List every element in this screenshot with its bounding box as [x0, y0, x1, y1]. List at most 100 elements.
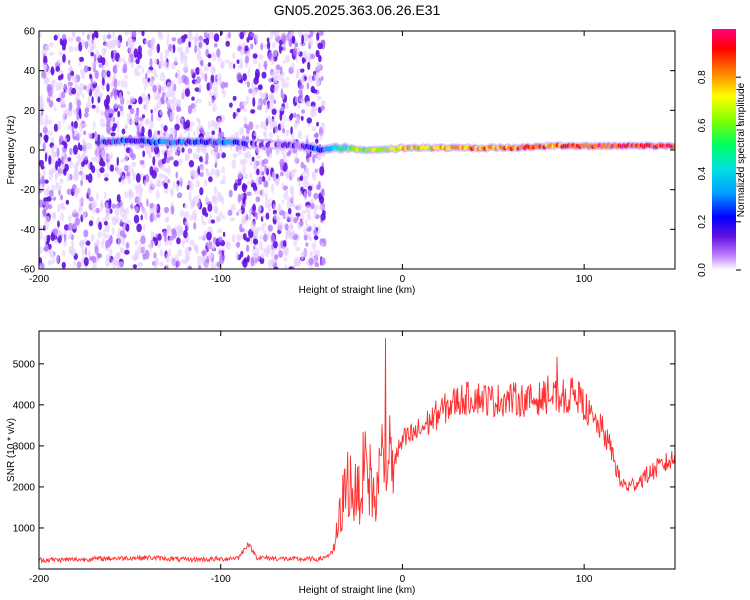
- spectrogram-noise-blob: [244, 45, 249, 52]
- spectrogram-noise-blob: [83, 238, 88, 243]
- spectrogram-noise-blob: [143, 244, 146, 253]
- spectrogram-noise-blob: [203, 179, 208, 187]
- spectrogram-noise-blob: [128, 190, 133, 200]
- spectrogram-noise-blob: [313, 74, 317, 82]
- spectrogram-noise-blob: [174, 151, 180, 156]
- spectrogram-noise-blob: [200, 165, 205, 172]
- spectrogram-noise-blob: [39, 199, 44, 208]
- spectrogram-noise-blob: [61, 91, 66, 99]
- spectrogram-noise-blob: [313, 248, 316, 255]
- spectrogram-noise-blob: [134, 115, 138, 124]
- spectrogram-noise-blob: [320, 188, 325, 196]
- spectrogram-noise-blob: [317, 225, 321, 234]
- spectrogram-noise-blob: [306, 82, 310, 90]
- spectrogram-noise-blob: [305, 242, 309, 247]
- spectrogram-noise-blob: [300, 161, 305, 169]
- spectrogram-noise-blob: [104, 223, 110, 233]
- colorbar-tick-label: 0.0: [697, 263, 708, 277]
- spectrogram-noise-blob: [246, 81, 250, 88]
- spectrogram-noise-blob: [305, 219, 308, 226]
- spectrogram-noise-blob: [227, 32, 231, 39]
- spectrogram-noise-blob: [56, 182, 59, 187]
- spectrogram-noise-blob: [273, 85, 277, 94]
- spectrogram-noise-blob: [212, 236, 217, 244]
- spectrogram-noise-blob: [129, 107, 135, 115]
- spectrogram-noise-blob: [156, 100, 162, 109]
- figure-title: GN05.2025.363.06.26.E31: [274, 2, 441, 18]
- spectrogram-noise-blob: [103, 48, 107, 53]
- spectrogram-noise-blob: [85, 240, 91, 246]
- snr-ytick-label: 3000: [13, 441, 36, 452]
- spectrogram-noise-blob: [105, 153, 110, 163]
- spectrogram-noise-blob: [52, 211, 57, 221]
- spectrogram-noise-blob: [242, 258, 248, 268]
- spectrogram-noise-blob: [95, 143, 98, 150]
- spectrogram-noise-blob: [266, 37, 270, 43]
- spectrogram-noise-blob: [48, 171, 53, 181]
- spectrogram-noise-blob: [91, 156, 97, 162]
- spectrogram-noise-blob: [254, 212, 258, 217]
- spectrogram-noise-blob: [316, 61, 321, 71]
- spectrogram-noise-blob: [185, 252, 191, 262]
- spectrogram-noise-blob: [242, 197, 246, 205]
- colorbar: 0.0 0.2 0.4 0.6 0.8 Normalized spectral ampl…: [697, 29, 747, 277]
- spectrogram-noise-blob: [301, 34, 304, 45]
- spectrogram-noise-blob: [270, 234, 276, 244]
- spectrogram-noise-blob: [205, 241, 209, 246]
- spectrogram-noise-blob: [101, 161, 106, 167]
- spectrogram-noise-blob: [305, 101, 310, 107]
- spectrogram-noise-blob: [201, 214, 204, 224]
- spectrogram-noise-blob: [82, 93, 85, 99]
- spectrogram-noise-blob: [216, 48, 221, 58]
- spectrogram-noise-blob: [196, 98, 202, 104]
- spectrogram-noise-blob: [70, 248, 76, 257]
- spectrogram-noise-blob: [212, 103, 217, 113]
- spectrogram-noise-blob: [147, 48, 153, 58]
- spectrogram-noise-blob: [192, 130, 196, 137]
- spectrogram-noise-blob: [98, 221, 102, 231]
- spectrogram-noise-blob: [306, 75, 312, 81]
- spectrogram-noise-blob: [39, 172, 42, 181]
- spectrogram-noise-blob: [271, 71, 276, 79]
- spectrogram-noise-blob: [236, 209, 243, 214]
- spectrogram-ytick-label: -60: [21, 265, 36, 276]
- spectrogram-noise-blob: [317, 42, 324, 50]
- spectrogram-noise-blob: [130, 204, 134, 209]
- spectrogram-noise-blob: [214, 170, 220, 179]
- spectrogram-noise-blob: [39, 232, 43, 240]
- spectrogram-noise-blob: [114, 102, 118, 109]
- spectrogram-noise-blob: [310, 152, 314, 157]
- spectrogram-noise-blob: [56, 59, 60, 66]
- spectrogram-noise-blob: [87, 132, 93, 139]
- spectrogram-noise-blob: [54, 172, 58, 182]
- spectrogram-noise-blob: [256, 168, 260, 176]
- spectrogram-noise-blob: [80, 153, 85, 162]
- spectrogram-noise-blob: [319, 166, 325, 176]
- spectrogram-noise-blob: [301, 210, 306, 215]
- spectrogram-noise-blob: [213, 43, 218, 48]
- spectrogram-noise-blob: [242, 173, 249, 180]
- spectrogram-noise-blob: [255, 72, 260, 81]
- spectrogram-noise-blob: [59, 178, 64, 185]
- spectrogram-noise-blob: [108, 199, 112, 209]
- spectrogram-noise-blob: [282, 154, 287, 161]
- spectrogram-noise-blob: [146, 69, 152, 74]
- spectrogram-noise-blob: [157, 240, 162, 249]
- spectrogram-noise-blob: [217, 56, 222, 62]
- spectrogram-noise-blob: [185, 153, 188, 161]
- spectrogram-noise-blob: [290, 188, 295, 199]
- spectrogram-noise-blob: [116, 260, 121, 269]
- spectrogram-noise-blob: [159, 249, 164, 257]
- spectrogram-noise-blob: [74, 217, 80, 226]
- spectrogram-noise-blob: [117, 110, 121, 118]
- spectrogram-noise-blob: [262, 215, 265, 220]
- spectrogram-noise-blob: [153, 260, 157, 269]
- spectrogram-noise-blob: [61, 140, 67, 146]
- spectrogram-noise-blob: [232, 111, 236, 120]
- spectrogram-noise-blob: [100, 110, 104, 116]
- spectrogram-noise-blob: [90, 52, 94, 57]
- spectrogram-noise-blob: [55, 66, 60, 72]
- spectrogram-noise-blob: [283, 240, 287, 248]
- spectrogram-noise-blob: [227, 209, 233, 216]
- spectrogram-noise-blob: [284, 264, 288, 269]
